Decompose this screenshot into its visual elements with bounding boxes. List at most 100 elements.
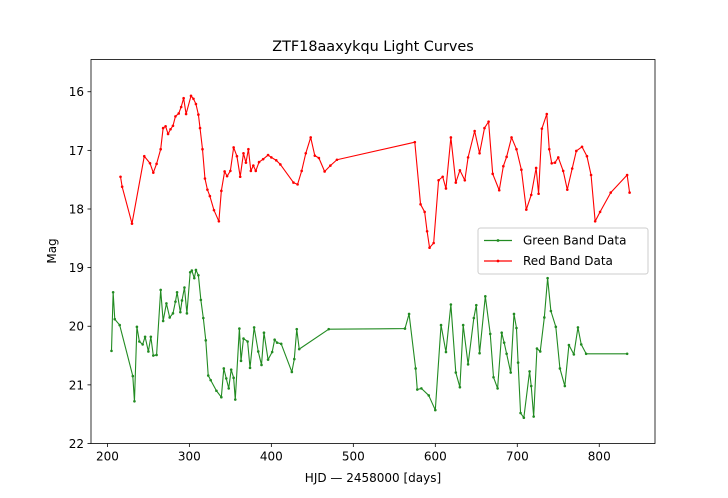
red-band-point (473, 129, 476, 133)
green-band-point (509, 371, 513, 374)
green-band-point (209, 378, 212, 382)
green-band-point (295, 327, 299, 331)
green-band-point (512, 312, 516, 316)
red-band-point (223, 170, 226, 173)
green-band-point (516, 361, 520, 364)
red-band-point (161, 126, 165, 130)
green-band-point (248, 366, 252, 370)
green-band-point (135, 325, 139, 329)
red-band-point (212, 208, 216, 212)
red-band-point (593, 220, 597, 223)
green-band-point (444, 350, 448, 354)
red-band-point (201, 147, 204, 151)
red-band-point (235, 154, 239, 158)
green-band-point (111, 290, 115, 294)
green-band-point (439, 323, 443, 327)
plot-content (110, 94, 631, 420)
legend-red-label: Red Band Data (523, 254, 613, 268)
green-band-point (256, 350, 260, 353)
green-band-point (273, 338, 276, 342)
red-band-point (257, 160, 261, 164)
red-band-point (317, 156, 321, 160)
green-band-point (579, 343, 583, 346)
green-band-point (165, 302, 168, 305)
red-band-point (580, 145, 584, 149)
green-band-point (194, 268, 198, 272)
green-band-point (558, 367, 562, 370)
green-band-point (224, 377, 228, 380)
green-band-point (472, 316, 476, 320)
red-band-point (483, 126, 486, 130)
red-band-point (206, 188, 209, 191)
red-band-point (164, 125, 167, 128)
green-band-point (149, 335, 153, 339)
green-band-point (155, 353, 158, 357)
red-band-point (249, 169, 253, 173)
green-band-point (496, 387, 499, 390)
green-band-point (141, 343, 144, 346)
y-tick-label: 20 (69, 320, 84, 334)
green-band-point (529, 384, 533, 388)
y-tick-label: 16 (69, 85, 84, 99)
green-band-point (528, 370, 531, 373)
green-band-point (168, 316, 171, 319)
red-band-point (502, 164, 505, 168)
green-band-point (152, 354, 155, 357)
red-band-point (169, 127, 172, 131)
green-band-point (131, 374, 135, 378)
red-band-point (335, 158, 339, 162)
red-band-point (244, 161, 248, 164)
y-tick-label: 22 (69, 437, 84, 451)
red-band-point (184, 112, 188, 116)
red-band-point (478, 152, 481, 155)
red-band-point (229, 169, 232, 173)
green-band-point (290, 370, 294, 374)
red-band-point (547, 147, 551, 151)
red-band-point (419, 203, 422, 206)
green-band-point (461, 323, 465, 327)
legend-green-marker (496, 239, 500, 242)
green-band-point (458, 385, 462, 389)
red-band-point (270, 156, 273, 159)
red-band-point (120, 185, 124, 189)
red-band-point (292, 181, 295, 184)
green-band-point (138, 340, 141, 343)
green-band-point (262, 331, 266, 335)
legend-box (477, 227, 649, 275)
red-band-point (304, 152, 308, 155)
red-band-point (142, 154, 146, 158)
green-band-point (185, 312, 189, 315)
green-band-point (515, 326, 518, 330)
green-band-point (403, 327, 407, 330)
red-band-point (432, 241, 435, 245)
green-band-point (199, 298, 203, 302)
green-band-point (179, 310, 182, 314)
red-band-point (130, 222, 134, 225)
green-band-point (171, 312, 175, 315)
green-band-point (407, 312, 411, 316)
plot-area-frame (90, 59, 656, 444)
y-axis-ticks: 16 17 18 19 20 21 22 (69, 85, 91, 451)
red-band-point (449, 136, 453, 139)
green-band-point (502, 341, 506, 344)
red-band-point (242, 152, 245, 155)
x-tick-label: 600 (424, 450, 447, 464)
green-band-point (484, 295, 487, 298)
red-band-point (598, 210, 602, 214)
red-band-point (553, 161, 557, 164)
red-band-point (300, 169, 303, 173)
green-band-point (466, 363, 470, 366)
red-band-point (520, 168, 523, 172)
red-band-point (220, 189, 223, 193)
red-band-point (148, 161, 152, 165)
green-band-point (549, 309, 553, 313)
green-band-point (434, 408, 437, 412)
red-band-point (515, 147, 518, 151)
red-band-point (261, 157, 265, 161)
green-band-point (563, 384, 567, 388)
red-band-point (561, 169, 565, 173)
red-band-point (428, 246, 431, 249)
green-band-point (204, 339, 208, 342)
green-band-point (222, 367, 226, 370)
